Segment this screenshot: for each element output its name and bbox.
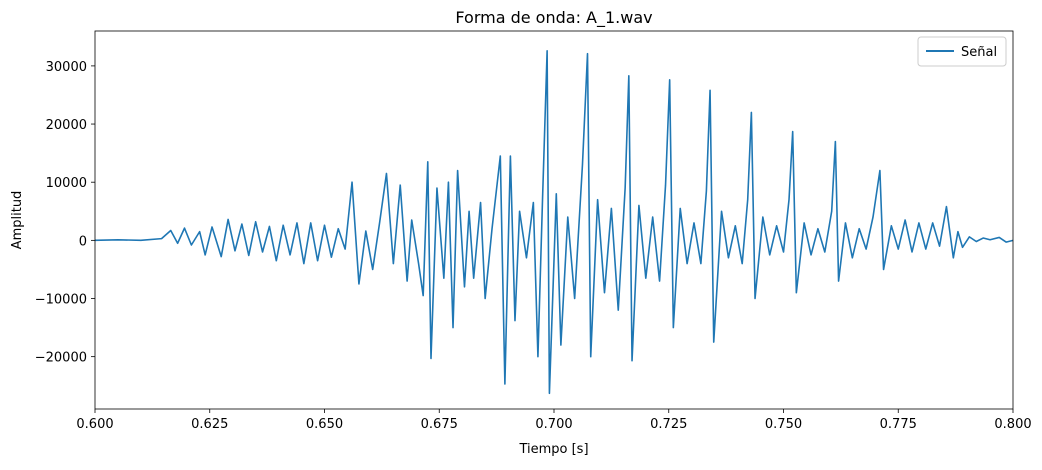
x-tick-label: 0.625 (191, 417, 228, 432)
legend-label: Señal (961, 45, 997, 60)
y-tick-label: −10000 (35, 293, 87, 308)
x-tick-label: 0.650 (306, 417, 343, 432)
x-axis-label: Tiempo [s] (518, 442, 588, 457)
x-tick-label: 0.675 (421, 417, 458, 432)
x-tick-label: 0.775 (880, 417, 917, 432)
x-tick-label: 0.750 (765, 417, 802, 432)
series-line-0 (94, 49, 1014, 395)
y-tick-label: −20000 (35, 351, 87, 366)
x-tick-label: 0.600 (76, 417, 113, 432)
y-tick-label: 20000 (46, 118, 87, 133)
y-axis: −20000 −10000 0 10000 20000 30000 (35, 60, 95, 366)
y-tick-label: 30000 (46, 60, 87, 75)
chart-title: Forma de onda: A_1.wav (455, 8, 652, 28)
legend: Señal (917, 36, 1007, 67)
legend-box (917, 36, 1007, 67)
x-axis: 0.600 0.625 0.650 0.675 0.700 0.725 0.750 0.775… (76, 409, 1032, 432)
x-tick-label: 0.800 (994, 417, 1031, 432)
plot-area (94, 30, 1014, 410)
y-tick-label: 0 (79, 234, 87, 249)
y-tick-label: 10000 (46, 176, 87, 191)
y-axis-label: Amplitud (10, 191, 25, 250)
x-tick-label: 0.700 (535, 417, 572, 432)
plot-background (95, 31, 1013, 409)
x-tick-label: 0.725 (650, 417, 687, 432)
series-layer (94, 49, 1014, 395)
